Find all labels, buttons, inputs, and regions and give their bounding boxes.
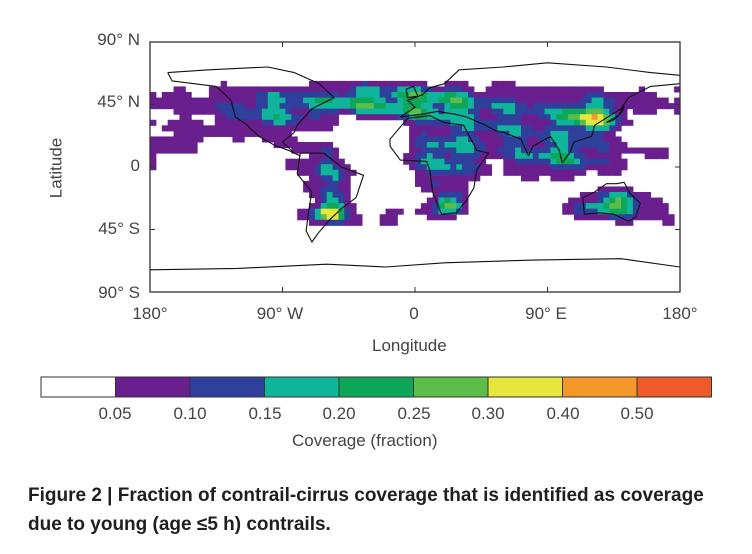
axis-ticks: [149, 41, 681, 293]
y-axis-title: Latitude: [46, 137, 66, 199]
colorbar-bin: [487, 376, 563, 398]
colorbar-tick-label: 0.15: [248, 404, 282, 423]
colorbar-bin: [115, 376, 191, 398]
colorbar-bin: [264, 376, 340, 398]
x-tick-label: 90° E: [525, 304, 567, 323]
map-panel: [149, 41, 681, 293]
x-tick-label: 0: [409, 304, 419, 323]
y-tick-label: 45° N: [97, 92, 140, 111]
colorbar-tick-label: 0.40: [546, 404, 580, 423]
colorbar-tick-label: 0.10: [173, 404, 207, 423]
colorbar-bin: [562, 376, 638, 398]
y-tick-label: 0: [130, 156, 140, 175]
y-tick-label: 90° N: [97, 30, 140, 49]
colorbar-tick-label: 0.05: [98, 404, 132, 423]
x-tick-label: 180°: [132, 304, 168, 323]
colorbar-tick-label: 0.20: [322, 404, 356, 423]
coverage-heatmap: [150, 80, 680, 226]
x-axis-title: Longitude: [372, 336, 447, 355]
x-tick-label: 180°: [662, 304, 698, 323]
y-tick-label: 90° S: [98, 283, 140, 302]
x-tick-label: 90° W: [256, 304, 304, 323]
y-tick-label: 45° S: [98, 219, 140, 238]
colorbar-bin: [413, 376, 489, 398]
coastlines: [150, 62, 680, 271]
colorbar-bin: [40, 376, 116, 398]
figure-label: Figure 2 |: [28, 485, 118, 506]
colorbar-bin: [189, 376, 265, 398]
colorbar-tick-label: 0.30: [471, 404, 505, 423]
colorbar-bin: [338, 376, 414, 398]
colorbar: [40, 376, 712, 398]
colorbar-bin: [636, 376, 712, 398]
colorbar-title: Coverage (fraction): [292, 431, 438, 450]
figure-caption: Figure 2 | Fraction of contrail-cirrus c…: [28, 481, 728, 539]
colorbar-tick-label: 0.50: [620, 404, 654, 423]
caption-text: Fraction of contrail-cirrus coverage tha…: [28, 485, 704, 535]
colorbar-tick-label: 0.25: [397, 404, 431, 423]
